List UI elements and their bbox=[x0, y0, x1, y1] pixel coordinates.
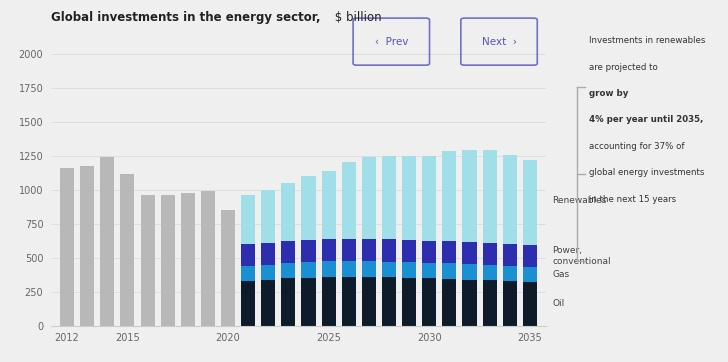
Bar bbox=[241, 266, 256, 281]
Bar bbox=[201, 191, 215, 326]
Bar bbox=[483, 280, 496, 326]
Text: Gas: Gas bbox=[552, 270, 569, 279]
Text: $ billion: $ billion bbox=[331, 11, 382, 24]
Bar bbox=[462, 279, 477, 326]
Bar bbox=[282, 183, 296, 241]
Bar bbox=[523, 245, 537, 267]
Bar bbox=[322, 277, 336, 326]
Bar bbox=[241, 244, 256, 266]
Bar bbox=[382, 156, 396, 239]
Text: Power,
conventional: Power, conventional bbox=[552, 246, 611, 266]
Bar bbox=[161, 195, 175, 326]
Bar bbox=[422, 240, 436, 263]
Bar bbox=[483, 265, 496, 280]
Bar bbox=[443, 264, 456, 279]
Bar bbox=[141, 195, 154, 326]
Text: Next  ›: Next › bbox=[482, 37, 516, 47]
Bar bbox=[422, 263, 436, 278]
Bar bbox=[402, 262, 416, 278]
Bar bbox=[382, 239, 396, 262]
Bar bbox=[462, 150, 477, 242]
Bar bbox=[462, 264, 477, 279]
Bar bbox=[443, 151, 456, 241]
Text: are projected to: are projected to bbox=[589, 63, 660, 72]
Bar bbox=[261, 279, 275, 326]
Text: Global investments in the energy sector,: Global investments in the energy sector, bbox=[51, 11, 320, 24]
Text: 4% per year until 2035,: 4% per year until 2035, bbox=[589, 115, 703, 125]
Bar bbox=[422, 156, 436, 240]
Bar bbox=[523, 282, 537, 326]
Bar bbox=[443, 241, 456, 264]
Bar bbox=[362, 157, 376, 239]
Bar bbox=[362, 239, 376, 261]
Text: ‹  Prev: ‹ Prev bbox=[375, 37, 408, 47]
Bar bbox=[261, 190, 275, 243]
Bar bbox=[301, 278, 315, 326]
Text: grow by: grow by bbox=[589, 89, 628, 98]
Bar bbox=[301, 262, 315, 278]
Bar bbox=[322, 171, 336, 239]
Bar bbox=[282, 278, 296, 326]
Bar bbox=[301, 240, 315, 262]
Bar bbox=[503, 244, 517, 266]
Bar bbox=[483, 150, 496, 243]
Bar bbox=[462, 242, 477, 264]
Bar bbox=[523, 160, 537, 245]
Bar bbox=[282, 241, 296, 263]
Bar bbox=[402, 278, 416, 326]
Bar bbox=[181, 193, 195, 326]
Bar bbox=[422, 278, 436, 326]
Text: Oil: Oil bbox=[552, 299, 564, 308]
Text: global energy investments: global energy investments bbox=[589, 168, 704, 177]
Bar bbox=[80, 166, 94, 326]
Bar bbox=[322, 239, 336, 261]
Bar bbox=[503, 266, 517, 281]
Bar bbox=[402, 156, 416, 240]
Bar bbox=[261, 265, 275, 279]
Bar bbox=[523, 267, 537, 282]
Bar bbox=[341, 261, 356, 277]
Bar bbox=[382, 277, 396, 326]
Text: Investments in renewables: Investments in renewables bbox=[589, 36, 705, 45]
Bar bbox=[503, 155, 517, 244]
Bar bbox=[322, 261, 336, 277]
Bar bbox=[443, 279, 456, 326]
Bar bbox=[402, 240, 416, 262]
Text: in the next 15 years: in the next 15 years bbox=[589, 195, 676, 204]
Bar bbox=[241, 281, 256, 326]
Bar bbox=[341, 277, 356, 326]
Bar bbox=[241, 195, 256, 244]
Bar bbox=[221, 210, 235, 326]
Bar bbox=[483, 243, 496, 265]
Bar bbox=[100, 157, 114, 326]
Bar bbox=[362, 261, 376, 277]
Bar bbox=[341, 239, 356, 261]
Bar bbox=[261, 243, 275, 265]
Bar bbox=[301, 177, 315, 240]
Bar bbox=[382, 262, 396, 277]
Bar bbox=[60, 168, 74, 326]
Bar bbox=[282, 263, 296, 278]
Bar bbox=[341, 163, 356, 239]
Bar bbox=[362, 277, 376, 326]
Bar bbox=[503, 281, 517, 326]
Text: accounting for 37% of: accounting for 37% of bbox=[589, 142, 684, 151]
Text: Renewables: Renewables bbox=[552, 196, 606, 205]
Bar bbox=[120, 174, 135, 326]
